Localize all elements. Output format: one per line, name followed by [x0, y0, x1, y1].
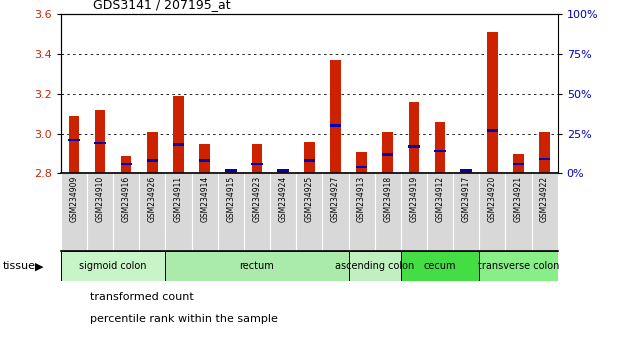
Bar — [304, 142, 315, 173]
Bar — [165, 251, 349, 281]
Text: ▶: ▶ — [35, 261, 44, 272]
Text: percentile rank within the sample: percentile rank within the sample — [90, 314, 278, 324]
Text: GSM234917: GSM234917 — [462, 176, 470, 222]
Bar — [94, 142, 106, 144]
Bar — [199, 144, 210, 173]
Bar — [68, 139, 79, 141]
Text: GSM234918: GSM234918 — [383, 176, 392, 222]
Bar — [304, 159, 315, 162]
Bar — [513, 154, 524, 173]
Bar — [409, 102, 419, 173]
Text: GSM234926: GSM234926 — [148, 176, 157, 222]
Text: GSM234909: GSM234909 — [69, 176, 78, 222]
Bar — [329, 124, 341, 127]
Text: GDS3141 / 207195_at: GDS3141 / 207195_at — [93, 0, 231, 11]
Bar — [460, 169, 472, 172]
Text: transverse colon: transverse colon — [478, 261, 559, 272]
Bar — [349, 251, 401, 281]
Text: GSM234911: GSM234911 — [174, 176, 183, 222]
Bar — [479, 251, 558, 281]
Bar — [95, 110, 105, 173]
Bar — [252, 144, 262, 173]
Bar — [69, 116, 79, 173]
Bar — [383, 132, 393, 173]
Bar — [225, 169, 237, 172]
Bar — [147, 159, 158, 162]
Text: GSM234927: GSM234927 — [331, 176, 340, 222]
Text: GSM234921: GSM234921 — [514, 176, 523, 222]
Text: sigmoid colon: sigmoid colon — [79, 261, 147, 272]
Text: ascending colon: ascending colon — [335, 261, 414, 272]
Bar — [461, 171, 471, 173]
Bar — [408, 145, 420, 148]
Text: GSM234914: GSM234914 — [200, 176, 209, 222]
Text: GSM234916: GSM234916 — [122, 176, 131, 222]
Bar — [199, 159, 210, 162]
Bar — [226, 171, 236, 173]
Bar — [61, 251, 165, 281]
Bar — [121, 162, 132, 165]
Bar — [435, 122, 445, 173]
Bar — [487, 129, 498, 132]
Text: GSM234924: GSM234924 — [279, 176, 288, 222]
Bar — [487, 32, 497, 173]
Bar — [539, 158, 551, 160]
Text: GSM234922: GSM234922 — [540, 176, 549, 222]
Bar — [401, 251, 479, 281]
Text: cecum: cecum — [424, 261, 456, 272]
Bar — [356, 166, 367, 169]
Bar — [330, 60, 340, 173]
Bar — [434, 150, 445, 153]
Text: GSM234920: GSM234920 — [488, 176, 497, 222]
Bar — [251, 162, 263, 165]
Bar — [539, 132, 550, 173]
Text: GSM234919: GSM234919 — [410, 176, 419, 222]
Text: GSM234925: GSM234925 — [304, 176, 314, 222]
Bar — [121, 155, 131, 173]
Text: GSM234923: GSM234923 — [253, 176, 262, 222]
Bar — [173, 143, 185, 146]
Text: tissue: tissue — [3, 261, 36, 272]
Text: GSM234913: GSM234913 — [357, 176, 366, 222]
Bar — [147, 132, 158, 173]
Bar — [356, 152, 367, 173]
Text: GSM234915: GSM234915 — [226, 176, 235, 222]
Bar — [278, 169, 289, 172]
Bar — [513, 162, 524, 165]
Bar — [173, 96, 184, 173]
Text: GSM234910: GSM234910 — [96, 176, 104, 222]
Text: GSM234912: GSM234912 — [435, 176, 444, 222]
Text: transformed count: transformed count — [90, 292, 194, 302]
Bar — [382, 153, 394, 156]
Bar — [278, 170, 288, 173]
Text: rectum: rectum — [240, 261, 274, 272]
